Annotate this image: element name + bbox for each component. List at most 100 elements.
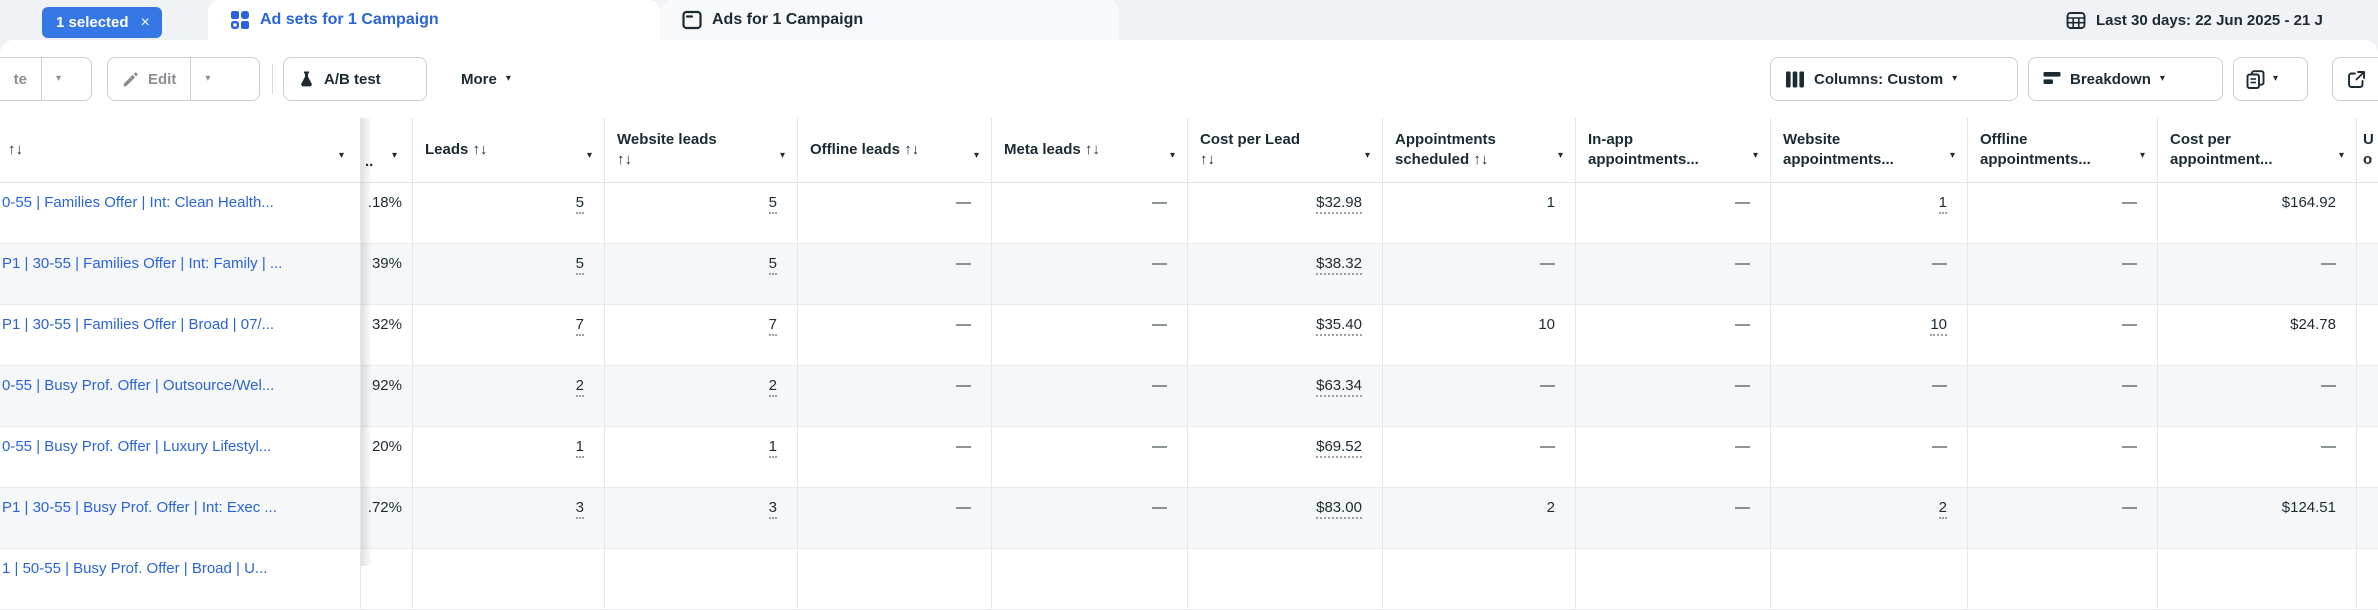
- adset-name-link[interactable]: P1 | 30-55 | Families Offer | Int: Famil…: [2, 255, 283, 272]
- breakdown-icon: [2043, 72, 2061, 84]
- tab-ads-label: Ads for 1 Campaign: [712, 11, 864, 28]
- column-menu-caret-icon[interactable]: ▾: [2338, 150, 2344, 161]
- adset-name-link[interactable]: 0-55 | Busy Prof. Offer | Outsource/Wel.…: [2, 377, 275, 394]
- header-percent[interactable]: .. ▾: [361, 118, 413, 182]
- column-menu-caret-icon[interactable]: ▾: [973, 150, 979, 161]
- cell-meta-leads: —: [992, 183, 1188, 243]
- cell-offline-leads: —: [798, 305, 992, 365]
- cell-website-leads: [605, 549, 798, 609]
- cell-adset-name: 0-55 | Busy Prof. Offer | Outsource/Wel.…: [0, 366, 361, 426]
- reports-button[interactable]: ▾: [2233, 57, 2308, 101]
- breakdown-button[interactable]: Breakdown ▾: [2028, 57, 2223, 101]
- ab-test-button-label: A/B test: [324, 70, 381, 88]
- cell-cost-per-appointment: [2158, 549, 2357, 609]
- cell-website-leads: 7: [605, 305, 798, 365]
- chevron-down-icon: ▾: [505, 73, 511, 84]
- cell-offline-leads: —: [798, 366, 992, 426]
- cell-offline-appointments: —: [1968, 244, 2158, 304]
- duplicate-dropdown-button[interactable]: ▾: [41, 58, 75, 100]
- sort-arrows[interactable]: ↑↓: [8, 141, 23, 158]
- column-menu-caret-icon[interactable]: ▾: [779, 150, 785, 161]
- cell-cost-per-appointment: $124.51: [2158, 488, 2357, 548]
- header-meta-leads[interactable]: Meta leads ↑↓ ▾: [992, 118, 1188, 182]
- column-menu-caret-icon[interactable]: ▾: [1169, 150, 1175, 161]
- cell-appointments-scheduled: 1: [1383, 183, 1576, 243]
- close-icon[interactable]: ×: [140, 13, 150, 31]
- cell-cost-per-lead: $69.52: [1188, 427, 1383, 487]
- cell-leads: 1: [413, 427, 605, 487]
- cell-appointments-scheduled: 2: [1383, 488, 1576, 548]
- cell-cost-per-appointment: —: [2158, 366, 2357, 426]
- duplicate-button-label: te: [13, 70, 27, 88]
- column-menu-caret-icon[interactable]: ▾: [338, 150, 344, 161]
- column-menu-caret-icon[interactable]: ▾: [1752, 150, 1758, 161]
- duplicate-split-button[interactable]: te ▾: [0, 57, 92, 101]
- cell-cost-per-appointment: $24.78: [2158, 305, 2357, 365]
- adset-name-link[interactable]: P1 | 30-55 | Busy Prof. Offer | Int: Exe…: [2, 499, 277, 516]
- cell-clipped: [2357, 366, 2378, 426]
- chevron-down-icon: ▾: [1952, 73, 1958, 84]
- header-offline-appointments[interactable]: Offline appointments... ▾: [1968, 118, 2158, 182]
- toolbar: te ▾ Edit ▾ A/B: [0, 40, 2378, 118]
- adset-name-link[interactable]: 1 | 50-55 | Busy Prof. Offer | Broad | U…: [2, 560, 268, 577]
- cell-offline-leads: —: [798, 427, 992, 487]
- breakdown-button-label: Breakdown: [2070, 70, 2151, 88]
- table-header-row: ↑↓ ▾ .. ▾ Leads ↑↓ ▾ Website leads ↑↓ ▾ …: [0, 118, 2378, 183]
- header-adset-name[interactable]: ↑↓ ▾: [0, 118, 361, 182]
- cell-offline-appointments: —: [1968, 366, 2158, 426]
- ab-test-button[interactable]: A/B test: [283, 57, 427, 101]
- column-menu-caret-icon[interactable]: ▾: [391, 150, 397, 161]
- cell-appointments-scheduled: —: [1383, 427, 1576, 487]
- cell-clipped: [2357, 427, 2378, 487]
- column-menu-caret-icon[interactable]: ▾: [1557, 150, 1563, 161]
- cell-website-appointments: —: [1771, 244, 1968, 304]
- columns-icon: [1786, 71, 1804, 87]
- header-website-leads[interactable]: Website leads ↑↓ ▾: [605, 118, 798, 182]
- header-cost-per-lead[interactable]: Cost per Lead ↑↓ ▾: [1188, 118, 1383, 182]
- tab-ad-sets-label: Ad sets for 1 Campaign: [260, 11, 439, 28]
- edit-dropdown-button[interactable]: ▾: [190, 58, 224, 100]
- table-row: 0-55 | Busy Prof. Offer | Luxury Lifesty…: [0, 427, 2378, 488]
- column-menu-caret-icon[interactable]: ▾: [1364, 150, 1370, 161]
- cell-appointments-scheduled: —: [1383, 244, 1576, 304]
- table-row: 0-55 | Busy Prof. Offer | Outsource/Wel.…: [0, 366, 2378, 427]
- cell-in-app-appointments: —: [1576, 183, 1771, 243]
- flask-icon: [301, 71, 312, 87]
- cell-offline-appointments: [1968, 549, 2158, 609]
- header-clipped-column[interactable]: U o: [2363, 131, 2374, 168]
- column-menu-caret-icon[interactable]: ▾: [1949, 150, 1955, 161]
- header-in-app-appointments[interactable]: In-app appointments... ▾: [1576, 118, 1771, 182]
- column-menu-caret-icon[interactable]: ▾: [2139, 150, 2145, 161]
- cell-in-app-appointments: —: [1576, 244, 1771, 304]
- header-offline-leads[interactable]: Offline leads ↑↓ ▾: [798, 118, 992, 182]
- pages-icon: [2246, 69, 2265, 89]
- edit-split-button[interactable]: Edit ▾: [107, 57, 260, 101]
- adset-name-link[interactable]: P1 | 30-55 | Families Offer | Broad | 07…: [2, 316, 275, 333]
- more-button[interactable]: More ▾: [447, 57, 543, 101]
- cell-cost-per-lead: [1188, 549, 1383, 609]
- header-cost-per-appointment[interactable]: Cost per appointment... ▾: [2158, 118, 2357, 182]
- cell-leads: [413, 549, 605, 609]
- adset-name-link[interactable]: 0-55 | Families Offer | Int: Clean Healt…: [2, 194, 274, 211]
- cell-offline-leads: —: [798, 244, 992, 304]
- cell-offline-appointments: —: [1968, 305, 2158, 365]
- cell-adset-name: P1 | 30-55 | Busy Prof. Offer | Int: Exe…: [0, 488, 361, 548]
- cell-website-appointments: 10: [1771, 305, 1968, 365]
- adset-name-link[interactable]: 0-55 | Busy Prof. Offer | Luxury Lifesty…: [2, 438, 272, 455]
- selected-count-pill[interactable]: 1 selected ×: [42, 7, 162, 38]
- cell-clipped: [2357, 183, 2378, 243]
- header-website-appointments[interactable]: Website appointments... ▾: [1771, 118, 1968, 182]
- export-button[interactable]: [2332, 57, 2378, 101]
- table-row: 1 | 50-55 | Busy Prof. Offer | Broad | U…: [0, 549, 2378, 610]
- cell-cost-per-lead: $32.98: [1188, 183, 1383, 243]
- header-leads[interactable]: Leads ↑↓ ▾: [413, 118, 605, 182]
- selected-count-label: 1 selected: [56, 14, 129, 31]
- header-appointments-scheduled[interactable]: Appointments scheduled ↑↓ ▾: [1383, 118, 1576, 182]
- date-range-label: Last 30 days: 22 Jun 2025 - 21 J: [2096, 11, 2323, 29]
- tab-ads[interactable]: Ads for 1 Campaign: [660, 0, 1119, 40]
- cell-cost-per-lead: $35.40: [1188, 305, 1383, 365]
- tab-ad-sets[interactable]: Ad sets for 1 Campaign: [208, 0, 660, 40]
- column-menu-caret-icon[interactable]: ▾: [586, 150, 592, 161]
- columns-button[interactable]: Columns: Custom ▾: [1770, 57, 2018, 101]
- date-range-button[interactable]: Last 30 days: 22 Jun 2025 - 21 J: [2066, 0, 2378, 40]
